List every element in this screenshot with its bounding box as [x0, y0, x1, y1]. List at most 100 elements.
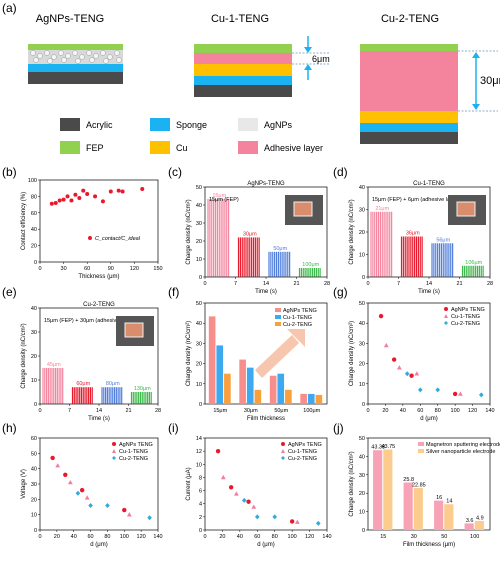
data-point — [75, 490, 81, 496]
y-tick-label: 30 — [31, 482, 37, 488]
y-tick-label: 50 — [196, 301, 202, 307]
legend-swatch — [275, 315, 281, 319]
group-label: 106μm — [465, 260, 482, 266]
x-tick-label: 30 — [411, 534, 417, 540]
data-point — [241, 497, 247, 503]
data-label: 43.75 — [381, 444, 395, 450]
legend-marker — [444, 321, 448, 325]
x-tick-label: 40 — [71, 534, 77, 540]
device-photo — [124, 322, 144, 338]
y-tick-label: 0 — [362, 402, 365, 408]
layer-legend: Acrylic Sponge AgNPs FEP Cu Adhesive lay… — [60, 118, 323, 154]
x-tick-label: 30μm — [244, 408, 258, 414]
y-axis-label: Contact efficiency (%) — [21, 192, 27, 250]
x-tick-label: 0 — [203, 534, 206, 540]
title-cu1-teng: Cu-1-TENG — [211, 13, 269, 25]
legend-sponge: Sponge — [176, 120, 207, 130]
legend-marker — [444, 307, 448, 311]
legend-swatch-sponge — [150, 118, 170, 131]
x-tick-label: 80 — [272, 534, 278, 540]
data-point — [414, 371, 420, 376]
data-point — [79, 487, 85, 493]
y-tick-label: 20 — [196, 239, 202, 245]
data-point — [67, 479, 73, 485]
data-label: 4.9 — [476, 515, 484, 521]
legend-marker — [88, 236, 92, 240]
x-tick-label: 28 — [155, 408, 161, 414]
data-point — [254, 514, 260, 520]
dim-6um: 6μm — [312, 54, 330, 64]
data-point — [81, 188, 86, 193]
x-tick-label: 14 — [426, 281, 432, 287]
data-point — [478, 392, 484, 398]
legend-cu: Cu — [176, 143, 188, 153]
group-label: 21μm — [375, 206, 389, 212]
data-point — [404, 371, 410, 377]
data-point — [84, 495, 90, 500]
x-tick-label: 28 — [487, 281, 493, 287]
y-tick-label: 10 — [359, 382, 365, 388]
x-tick-label: 100 — [288, 534, 297, 540]
data-label: 16 — [436, 495, 442, 501]
plot-frame — [204, 437, 328, 531]
legend-agnps: AgNPs — [264, 120, 293, 130]
x-tick-label: 50μm — [274, 408, 288, 414]
y-tick-label: 20 — [31, 497, 37, 503]
x-tick-label: 100 — [470, 534, 479, 540]
x-axis-label: Time (s) — [88, 416, 110, 422]
fep-layer — [28, 44, 123, 50]
y-tick-label: 0 — [34, 402, 37, 408]
data-label: 14 — [446, 499, 452, 505]
x-tick-label: 0 — [203, 281, 206, 287]
x-tick-label: 90 — [108, 266, 114, 272]
x-tick-label: 50 — [441, 534, 447, 540]
y-tick-label: 50 — [196, 185, 202, 191]
group-label: 80μm — [106, 381, 120, 387]
y-tick-label: 8 — [199, 475, 202, 481]
trend-arrow — [255, 335, 299, 378]
data-point — [417, 387, 423, 393]
x-axis-label: d (μm) — [90, 542, 107, 548]
agnps-particles — [30, 50, 122, 64]
bar — [277, 373, 285, 404]
plot-frame — [39, 179, 159, 263]
y-tick-label: 40 — [196, 321, 202, 327]
sponge-layer — [360, 123, 458, 132]
x-tick-label: 80 — [104, 534, 110, 540]
panel-letter-c: (c) — [168, 165, 182, 179]
y-tick-label: 30 — [359, 473, 365, 479]
data-point — [122, 507, 127, 513]
group-label: 130μm — [134, 386, 151, 392]
legend-label: C_contact/C_ideal — [95, 236, 141, 242]
legend-marker — [281, 456, 285, 460]
y-axis-label: Charge density (nC/cm²) — [349, 451, 355, 516]
y-tick-label: 0 — [199, 402, 202, 408]
data-label: 25.8 — [403, 477, 414, 483]
acrylic-layer — [360, 132, 458, 144]
legend-label: Cu-1-TENG — [119, 449, 148, 455]
y-tick-label: 2 — [199, 515, 202, 521]
x-tick-label: 15 — [380, 534, 386, 540]
legend-swatch — [275, 322, 281, 326]
bar — [444, 504, 454, 530]
data-point — [147, 515, 152, 521]
x-tick-label: 60 — [417, 408, 423, 414]
y-tick-label: 60 — [31, 211, 37, 217]
y-tick-label: 10 — [196, 257, 202, 263]
data-point — [457, 391, 463, 396]
y-tick-label: 0 — [199, 528, 202, 534]
bar — [224, 373, 231, 404]
data-point — [378, 313, 384, 319]
data-point — [49, 201, 54, 206]
bar — [246, 367, 254, 404]
y-tick-label: 20 — [31, 244, 37, 250]
y-tick-label: 0 — [362, 528, 365, 534]
y-tick-label: 50 — [359, 301, 365, 307]
acrylic-layer — [194, 85, 292, 97]
x-tick-label: 40 — [237, 534, 243, 540]
x-tick-label: 7 — [397, 281, 400, 287]
legend-label: AgNPs TENG — [451, 307, 485, 313]
legend-marker — [281, 442, 285, 446]
